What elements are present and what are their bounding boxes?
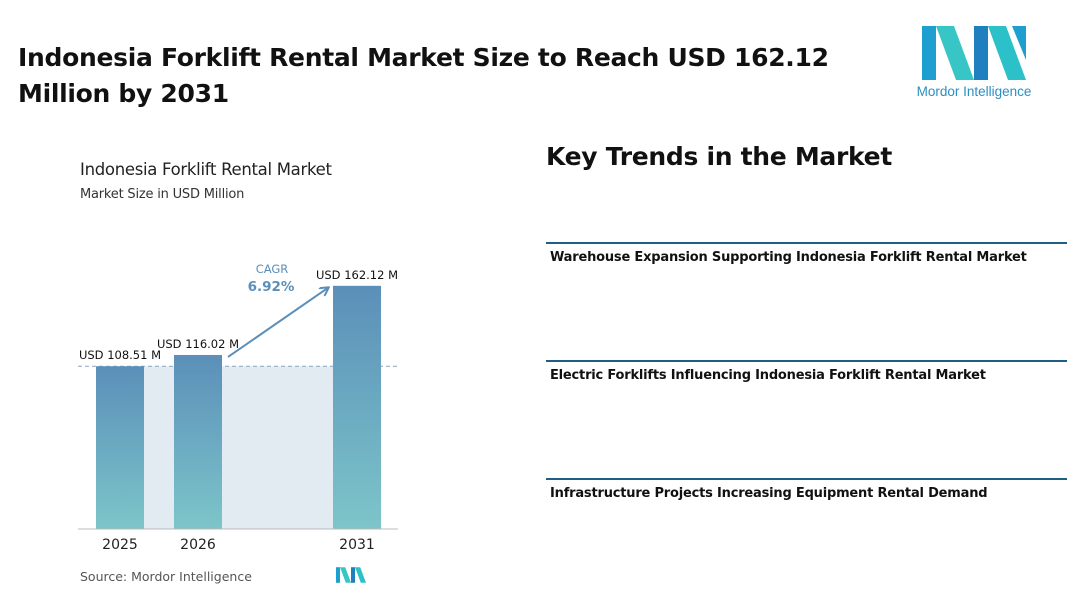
source-note: Source: Mordor Intelligence: [80, 569, 252, 584]
data-label: USD 116.02 M: [157, 337, 239, 351]
company-logo: Mordor Intelligence: [912, 26, 1036, 104]
data-label: USD 108.51 M: [79, 348, 161, 362]
cagr-arrow: [227, 288, 328, 358]
trend-item: Electric Forklifts Influencing Indonesia…: [546, 360, 1067, 383]
bar-2026: [174, 354, 222, 529]
bar-2031: [333, 285, 381, 529]
key-trends-title: Key Trends in the Market: [546, 142, 892, 171]
bar-chart: USD 108.51 M 2025 USD 116.02 M 2026 USD 162.…: [78, 262, 400, 553]
logo-text: Mordor Intelligence: [916, 84, 1032, 99]
x-tick-label: 2025: [102, 537, 138, 553]
mordor-intelligence-logo-icon: [922, 26, 1026, 80]
x-tick-label: 2026: [180, 537, 216, 553]
mordor-intelligence-small-logo-icon: [336, 567, 366, 583]
cagr-value: 6.92%: [248, 279, 295, 295]
bar-2025: [96, 366, 144, 529]
x-tick-label: 2031: [339, 537, 375, 553]
trend-item: Warehouse Expansion Supporting Indonesia…: [546, 242, 1067, 265]
trend-item: Infrastructure Projects Increasing Equip…: [546, 478, 1067, 501]
chart-title: Indonesia Forklift Rental Market: [80, 160, 332, 179]
page-title: Indonesia Forklift Rental Market Size to…: [18, 43, 829, 108]
chart-subtitle: Market Size in USD Million: [80, 187, 245, 202]
data-label: USD 162.12 M: [316, 268, 398, 282]
cagr-label: CAGR: [256, 262, 289, 276]
